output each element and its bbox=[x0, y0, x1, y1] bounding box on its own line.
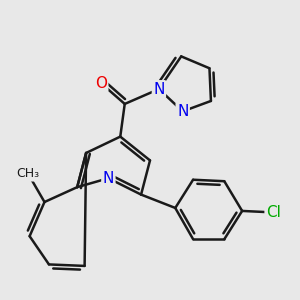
Text: Cl: Cl bbox=[266, 205, 281, 220]
Text: N: N bbox=[177, 104, 188, 119]
Text: CH₃: CH₃ bbox=[16, 167, 40, 180]
Text: N: N bbox=[153, 82, 165, 97]
Text: N: N bbox=[103, 171, 114, 186]
Text: O: O bbox=[95, 76, 107, 91]
